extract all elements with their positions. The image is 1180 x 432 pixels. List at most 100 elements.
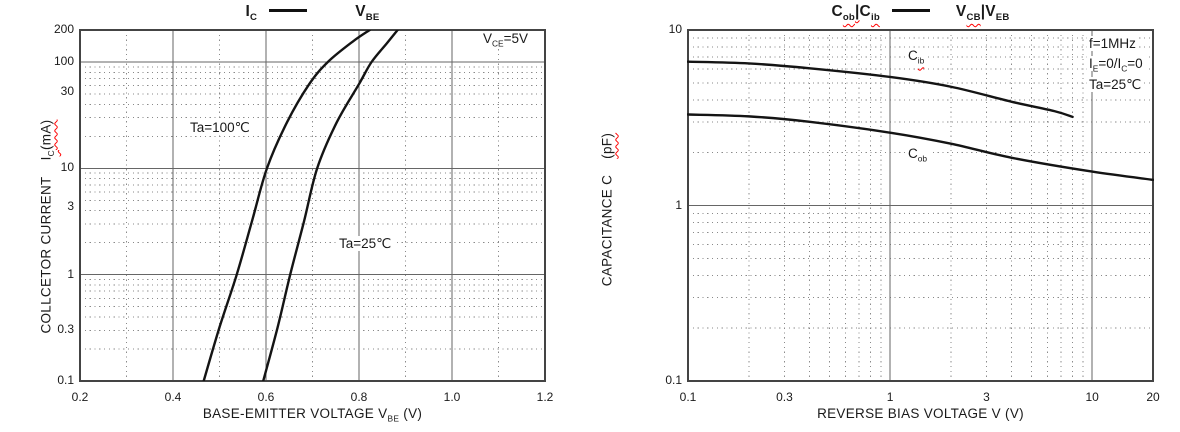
y-axis-title-0: COLLCETOR CURRENTIC(mA) — [38, 57, 57, 397]
y-tick-label: 0.1 — [16, 373, 74, 387]
label-text: V — [985, 3, 996, 20]
minor-gridlines — [80, 30, 545, 381]
label-text: I — [38, 156, 54, 161]
label-text: Ta=25℃ — [339, 236, 392, 251]
x-tick-label: 0.6 — [246, 390, 286, 404]
label-text: (mA) — [38, 119, 54, 151]
label-text: =0 — [1127, 56, 1143, 71]
plot-border — [79, 29, 546, 382]
series-label-Ta=25℃: Ta=25℃ — [337, 236, 394, 252]
y-tick-label: 10 — [624, 22, 682, 36]
label-text: =5V — [503, 31, 529, 46]
x-tick-label: 1.2 — [525, 390, 565, 404]
label-text: 1 — [886, 390, 894, 404]
series-label-Ta=100℃: Ta=100℃ — [188, 120, 252, 136]
label-text: | — [980, 3, 986, 20]
label-text: I — [245, 3, 251, 20]
label-text: 0.2 — [71, 390, 89, 404]
subscript-text: BE — [365, 12, 380, 24]
title-dash — [269, 8, 308, 12]
subscript-text: ib — [870, 12, 880, 24]
subscript-text: BE — [387, 413, 400, 424]
label-text: REVERSE BIAS VOLTAGE V (V) — [817, 406, 1024, 421]
label-text: C — [859, 3, 871, 20]
label-text: 10 — [60, 160, 74, 175]
series-curve-Cob — [687, 113, 1154, 182]
label-text: 0.1 — [57, 373, 74, 387]
label-text: (pF) — [599, 132, 615, 159]
y-tick-label: 100 — [16, 54, 74, 68]
minor-gridlines — [688, 30, 1153, 381]
annotation-1-0: f=1MHz — [1087, 36, 1138, 52]
y-axis-title-1: CAPACITANCE C (pF) — [599, 40, 614, 380]
chart-title-1: Cob|Cib VCB|VEB — [688, 3, 1153, 24]
label-text: 1.2 — [536, 390, 554, 404]
series-curve-Ta=100℃ — [202, 30, 371, 381]
label-text: 200 — [53, 22, 74, 36]
label-text: 0.1 — [679, 390, 697, 404]
label-text: (V) — [399, 406, 423, 421]
label-text: 3 — [983, 390, 990, 404]
label-text: I — [1089, 56, 1093, 71]
label-text: 10 — [668, 22, 682, 36]
label-text: | — [855, 3, 860, 20]
x-tick-label: 1 — [870, 390, 910, 404]
chart-0 — [79, 29, 546, 382]
subscript-text: C — [250, 12, 258, 24]
label-text: 0.6 — [257, 390, 275, 404]
label-text: =0/I — [1098, 56, 1122, 71]
label-text: CAPACITANCE C — [599, 174, 615, 287]
label-text: V — [955, 3, 967, 20]
subscript-text: CB — [966, 12, 981, 24]
x-tick-label: 3 — [967, 390, 1007, 404]
subscript-text: ib — [917, 55, 925, 66]
label-text: 20 — [1146, 390, 1160, 404]
subscript-text: ob — [917, 153, 928, 164]
y-tick-label: 200 — [16, 22, 74, 36]
label-text: Ta=100℃ — [190, 120, 250, 135]
label-text: 1.0 — [443, 390, 461, 404]
series-label-Cob: Cob — [906, 146, 930, 164]
x-tick-label: 1.0 — [432, 390, 472, 404]
label-text: 30 — [60, 84, 74, 99]
label-text: Ta=25℃ — [1089, 77, 1142, 92]
label-text: V — [355, 3, 366, 20]
label-text: 0.4 — [164, 390, 182, 404]
label-text: BASE-EMITTER VOLTAGE V — [202, 406, 388, 421]
label-text: C — [831, 3, 843, 20]
label-text: V — [483, 31, 493, 46]
subscript-text: C — [46, 150, 57, 157]
x-axis-title-0: BASE-EMITTER VOLTAGE VBE (V) — [80, 406, 545, 424]
chart-1 — [687, 29, 1154, 382]
x-tick-label: 0.1 — [668, 390, 708, 404]
major-gridlines — [80, 30, 545, 381]
label-text: 0.3 — [57, 322, 74, 337]
label-text: 0.8 — [350, 390, 368, 404]
subscript-text: E — [1092, 63, 1099, 74]
label-text: 100 — [53, 54, 74, 68]
label-text: C — [908, 146, 918, 161]
x-tick-label: 0.3 — [764, 390, 804, 404]
x-tick-label: 0.2 — [60, 390, 100, 404]
series-curve-Cib — [687, 60, 1074, 119]
y-tick-label: 1 — [624, 197, 682, 212]
x-axis-title-1: REVERSE BIAS VOLTAGE V (V) — [688, 406, 1153, 421]
label-text: 0.1 — [665, 373, 682, 387]
chart-title-0: IC VBE — [80, 3, 545, 24]
subscript-text: EB — [995, 12, 1010, 24]
series-curve-Ta=25℃ — [262, 30, 399, 381]
x-tick-label: 20 — [1133, 390, 1173, 404]
label-text: 3 — [67, 199, 74, 214]
annotation-1-2: Ta=25℃ — [1087, 77, 1144, 93]
label-text: C — [908, 48, 918, 63]
y-tick-label: 0.1 — [624, 373, 682, 387]
label-text: 0.3 — [776, 390, 793, 404]
subscript-text: ob — [842, 12, 855, 24]
y-tick-label: 10 — [16, 161, 74, 174]
label-text: 1 — [675, 197, 682, 212]
x-tick-label: 10 — [1072, 390, 1112, 404]
label-text: 1 — [67, 266, 74, 281]
